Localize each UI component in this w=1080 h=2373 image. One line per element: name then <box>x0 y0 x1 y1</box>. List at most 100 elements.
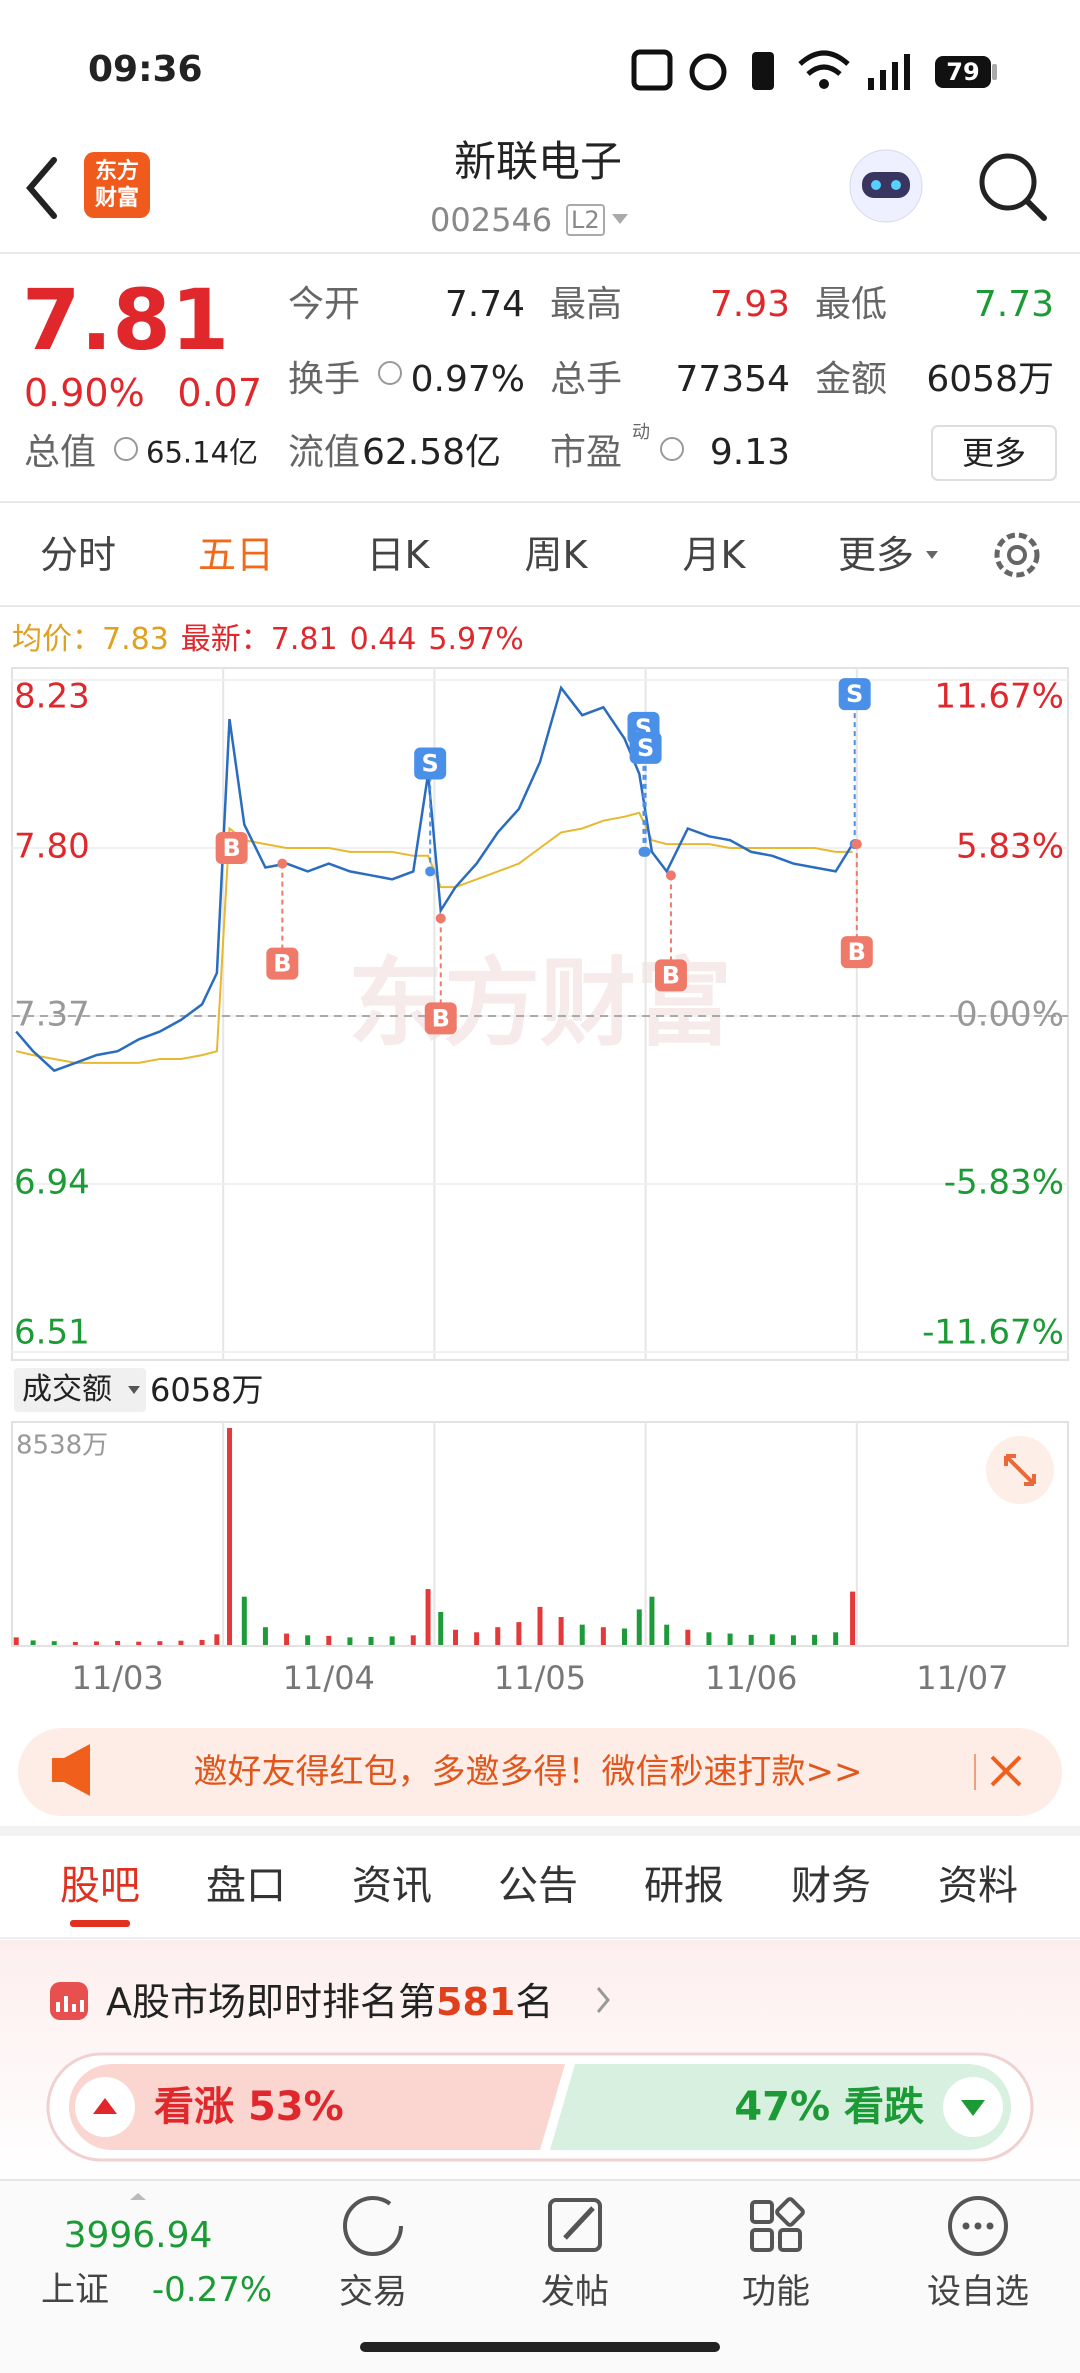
vote-up-pct: 53% <box>247 2084 344 2130</box>
watchlist-icon <box>962 2222 970 2230</box>
field-label: 最高 <box>550 284 623 325</box>
nav-item[interactable]: 发帖 <box>541 2272 609 2312</box>
volume-bar <box>93 1641 99 1645</box>
trade-label: S <box>846 680 863 708</box>
watchlist-icon[interactable] <box>948 2196 1008 2256</box>
banner-bg[interactable] <box>18 1728 1062 1816</box>
gap <box>0 1826 1080 1836</box>
nav-item[interactable]: 设自选 <box>927 2272 1029 2312</box>
section-tab[interactable]: 研报 <box>644 1863 724 1909</box>
index-change: -0.27% <box>151 2270 273 2310</box>
field-value: 6058万 <box>926 359 1054 400</box>
trade-icon[interactable] <box>343 2196 403 2256</box>
x-tick-label: 11/06 <box>705 1659 797 1697</box>
field-value: 7.73 <box>973 284 1054 325</box>
vote-down-bar[interactable] <box>550 2064 1011 2150</box>
vote-up-bar[interactable] <box>69 2064 565 2150</box>
field-label: 流值 <box>288 432 361 473</box>
field-value: 9.13 <box>709 432 790 473</box>
back-icon[interactable] <box>26 157 57 219</box>
change-pct: 0.90% <box>24 371 145 415</box>
info-line: 均价： 7.83 最新： 7.81 0.44 5.97% <box>12 625 524 655</box>
volume-selector[interactable]: 成交额 <box>22 1372 112 1407</box>
avg-value: 7.83 <box>102 622 169 657</box>
close-icon[interactable] <box>990 1755 1022 1787</box>
y2-tick-label: 5.83% <box>956 827 1064 867</box>
index-name: 上证 <box>41 2270 109 2310</box>
y-tick-label: 6.94 <box>14 1163 90 1203</box>
price: 7.81 <box>22 271 230 369</box>
nav-item[interactable]: 功能 <box>742 2272 810 2312</box>
assistant-eye <box>871 180 881 190</box>
volume-bar <box>727 1633 733 1645</box>
y-tick-label: 6.51 <box>14 1313 90 1353</box>
volume-bar <box>157 1641 163 1645</box>
y2-tick-label: -5.83% <box>944 1162 1064 1202</box>
info-icon[interactable] <box>378 361 402 385</box>
stock-name: 新联电子 <box>453 137 623 186</box>
period-tab[interactable]: 月K <box>682 533 746 577</box>
tab-underline <box>70 1920 130 1927</box>
post-icon[interactable] <box>548 2198 602 2252</box>
section-tab[interactable]: 盘口 <box>206 1863 286 1909</box>
latest-change-pct: 5.97% <box>428 622 524 657</box>
ranking[interactable]: A股市场即时排名第581名 <box>106 1983 553 2021</box>
chevron[interactable] <box>596 1987 610 2013</box>
field-label: 今开 <box>288 284 361 325</box>
section-tab[interactable]: 资料 <box>938 1863 1018 1909</box>
home-indicator <box>360 2342 720 2352</box>
volume-bar <box>812 1634 818 1645</box>
period-tab[interactable]: 周K <box>524 533 588 577</box>
trade-badge <box>840 936 873 969</box>
more-button-label[interactable]: 更多 <box>961 434 1027 472</box>
vote-down-label: 看跌 <box>844 2084 924 2130</box>
field-value: 62.58亿 <box>362 432 502 473</box>
y-tick-label: 8.23 <box>14 677 90 717</box>
assistant-eye <box>891 180 901 190</box>
field-value: 0.97% <box>410 359 525 400</box>
settings-icon[interactable] <box>994 532 1040 578</box>
volume-bar <box>30 1640 36 1645</box>
nav-item[interactable]: 交易 <box>339 2272 407 2312</box>
trade-badge <box>215 832 248 864</box>
volume-bar <box>685 1629 691 1645</box>
period-tab[interactable]: 日K <box>366 533 430 577</box>
info-icon[interactable] <box>114 437 138 461</box>
watchlist-icon <box>974 2222 982 2230</box>
trade-point <box>425 866 436 877</box>
section-tab[interactable]: 公告 <box>498 1863 578 1909</box>
trade-label: S <box>637 734 654 762</box>
battery-cap <box>992 64 997 80</box>
search-icon[interactable] <box>979 153 1037 211</box>
trade-point <box>277 858 288 869</box>
trade-label: B <box>848 938 866 966</box>
index-value[interactable]: 3996.94 <box>63 2215 213 2256</box>
section-tab[interactable]: 财务 <box>791 1863 871 1909</box>
dropdown-arrow[interactable] <box>612 214 628 224</box>
volume-bar <box>495 1627 501 1645</box>
logo-text: 财富 <box>94 186 140 211</box>
banner-text[interactable]: 邀好友得红包，多邀多得！微信秒速打款>> <box>193 1752 863 1792</box>
info-icon[interactable] <box>660 437 684 461</box>
settings-icon <box>1007 545 1027 565</box>
section-tab[interactable]: 资讯 <box>352 1863 432 1909</box>
period-tab[interactable]: 更多 <box>837 533 915 577</box>
more-button[interactable] <box>931 425 1057 481</box>
volume-current: 6058万 <box>150 1371 264 1409</box>
function-icon[interactable] <box>750 2197 805 2252</box>
battery-level: 79 <box>946 58 980 86</box>
period-tab[interactable]: 分时 <box>39 533 117 577</box>
volume-bar <box>579 1624 585 1645</box>
field-value: 65.14亿 <box>146 435 259 470</box>
vote-down: 47% 看跌 <box>734 2087 924 2127</box>
pe-sup: 动 <box>632 422 650 443</box>
section-tab[interactable]: 股吧 <box>60 1863 140 1909</box>
volume-bar <box>389 1636 395 1645</box>
y-tick-label: 7.80 <box>14 827 90 867</box>
down-arrow <box>961 2100 985 2116</box>
period-tab[interactable]: 五日 <box>197 533 275 577</box>
selector-bg[interactable] <box>14 1368 146 1412</box>
volume-bar <box>72 1641 78 1645</box>
volume-bar <box>537 1606 543 1645</box>
